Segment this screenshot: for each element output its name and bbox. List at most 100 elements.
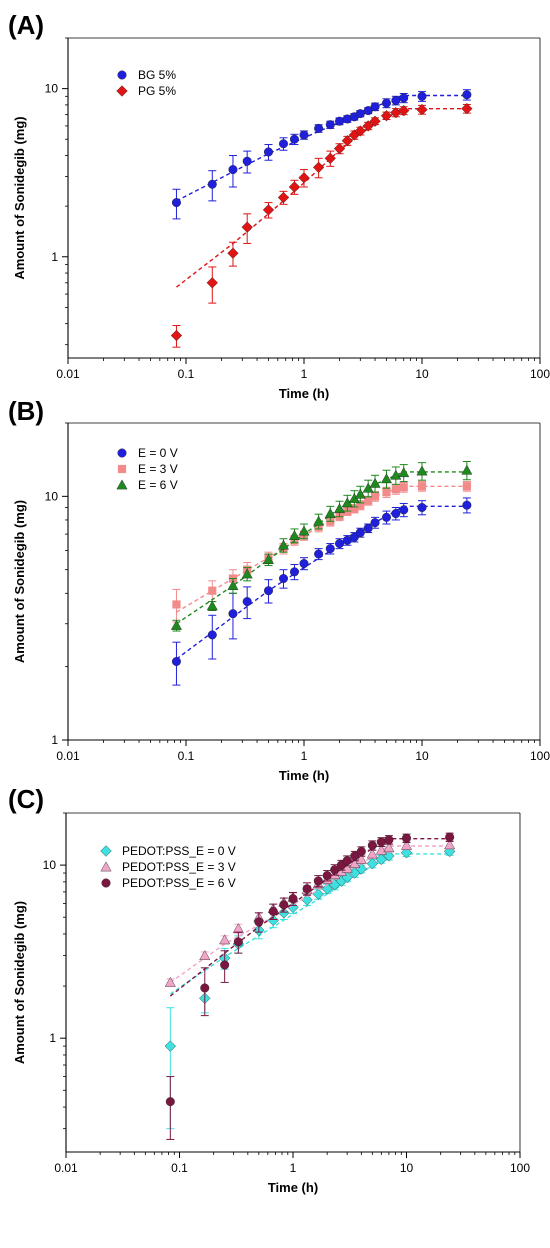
x-tick-label: 100 (530, 749, 550, 763)
data-point (366, 857, 378, 870)
fit-line (169, 853, 450, 995)
data-point (288, 894, 298, 904)
data-point (241, 221, 253, 233)
panel-b: (B) 0.01 0.1 1 10 100 1 10 Time (h) Amount of Son… (8, 396, 550, 783)
data-point (399, 505, 409, 515)
data-point (228, 609, 238, 619)
data-point (227, 580, 239, 590)
data-point (370, 492, 380, 501)
data-point (341, 135, 354, 147)
data-point (199, 950, 211, 960)
data-point (401, 839, 412, 850)
data-point (200, 983, 210, 993)
data-point (333, 142, 346, 155)
data-point (172, 600, 181, 609)
data-point (461, 103, 473, 115)
data-point (228, 165, 238, 175)
x-tick-label: 0.01 (56, 367, 80, 381)
data-point (382, 488, 391, 497)
data-point (277, 191, 290, 204)
data-point (444, 839, 456, 850)
data-point (390, 469, 402, 480)
data-point (349, 532, 359, 542)
data-point (445, 832, 455, 842)
data-point (170, 619, 182, 630)
data-point (376, 837, 386, 847)
x-tick-label: 0.01 (56, 749, 80, 763)
data-point (416, 465, 428, 476)
data-point (171, 656, 181, 666)
fit-line (176, 107, 467, 288)
fit-line (176, 471, 467, 625)
x-axis-title: Time (h) (279, 768, 329, 783)
data-point (314, 549, 324, 559)
data-point (350, 851, 360, 861)
x-tick-label: 1 (301, 367, 308, 381)
panel-a: (A) 0.01 0.1 1 10 100 1 10 Time (h) Amount of Son… (8, 10, 550, 401)
y-axis-title: Amount of Sonidegib (mg) (12, 116, 27, 279)
fit-line (169, 845, 450, 983)
data-point (398, 104, 410, 117)
data-point (391, 485, 400, 494)
y-tick-label: 10 (43, 858, 57, 872)
data-point (462, 482, 471, 491)
x-tick-label: 100 (510, 1161, 530, 1175)
data-point (302, 884, 312, 894)
data-point (254, 917, 264, 927)
data-point (417, 482, 427, 491)
data-point (220, 960, 230, 970)
data-point (461, 464, 473, 475)
x-tick-label: 10 (415, 367, 429, 381)
data-point (462, 500, 472, 510)
data-point (321, 883, 333, 895)
legend-label: E = 0 V (138, 446, 178, 460)
data-point (208, 586, 217, 595)
data-point (322, 871, 332, 881)
data-point (242, 597, 252, 607)
legend-marker (117, 70, 127, 80)
series-3 (165, 832, 455, 1140)
data-point (391, 95, 401, 105)
legend-marker (117, 464, 127, 474)
legend-label: PEDOT:PSS_E = 0 V (122, 844, 236, 858)
legend-marker (100, 845, 112, 857)
series-1 (171, 89, 472, 220)
data-point (288, 530, 300, 540)
data-point (369, 115, 381, 127)
panel-label: (A) (8, 10, 44, 40)
data-point (402, 833, 412, 843)
panel-label: (B) (8, 396, 44, 426)
data-point (334, 503, 346, 514)
data-point (278, 907, 290, 919)
y-axis-title: Amount of Sonidegib (mg) (12, 500, 27, 663)
data-point (312, 161, 325, 174)
data-point (350, 504, 359, 513)
x-axis-title: Time (h) (279, 386, 329, 401)
data-point (417, 502, 427, 512)
data-point (278, 139, 288, 149)
y-tick-label: 1 (51, 733, 58, 747)
data-point (219, 934, 231, 945)
x-tick-label: 0.1 (171, 1161, 188, 1175)
series-1 (171, 497, 472, 686)
x-tick-label: 1 (290, 1161, 297, 1175)
data-point (383, 842, 395, 853)
data-point (399, 483, 408, 492)
data-point (330, 865, 340, 875)
data-point (355, 853, 367, 864)
y-tick-label: 10 (45, 489, 59, 503)
legend-marker (117, 448, 127, 458)
data-point (164, 976, 176, 987)
data-point (313, 515, 325, 526)
data-point (363, 523, 373, 533)
data-point (342, 856, 352, 866)
data-point (262, 554, 274, 564)
x-tick-label: 10 (400, 1161, 414, 1175)
data-point (335, 116, 345, 126)
data-point (165, 1097, 175, 1107)
series-3 (170, 461, 473, 632)
data-point (356, 501, 365, 510)
data-point (263, 147, 273, 157)
data-point (289, 567, 299, 577)
